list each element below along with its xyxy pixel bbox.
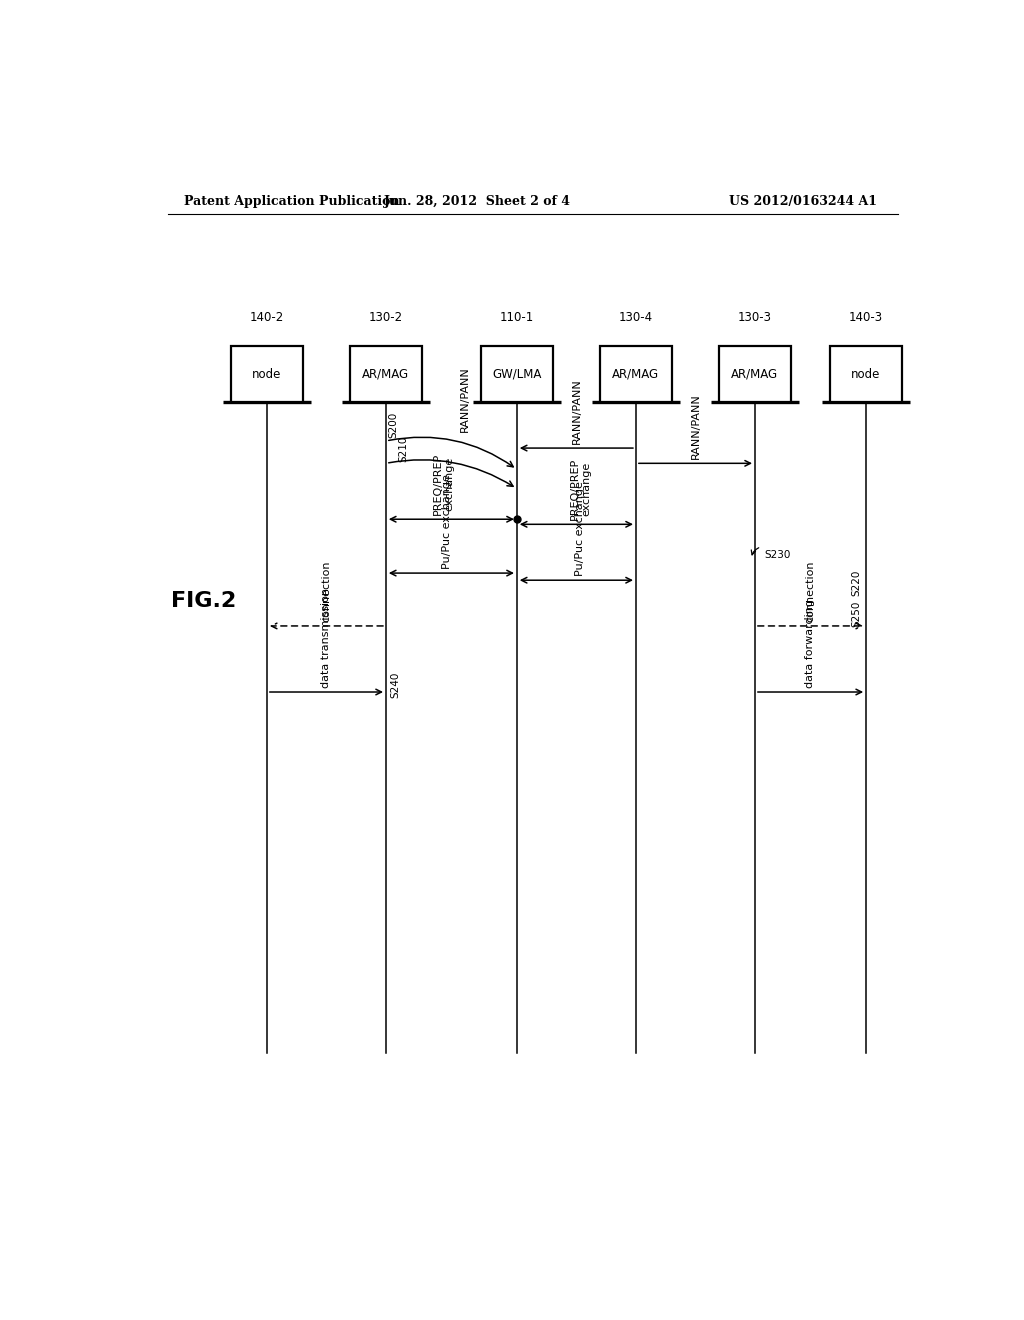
Text: 140-3: 140-3 [849,312,883,325]
Text: Pu/Puc exchange: Pu/Puc exchange [442,474,453,569]
Text: node: node [252,368,282,381]
Text: S200: S200 [389,412,399,438]
Text: S250: S250 [852,601,861,627]
Bar [231,346,303,403]
Text: RANN/PANN: RANN/PANN [690,393,700,459]
Text: 130-4: 130-4 [618,312,653,325]
Bar [830,346,902,403]
Text: PREQ/PREP
exchange: PREQ/PREP exchange [569,458,591,520]
Text: GW/LMA: GW/LMA [493,368,542,381]
Text: data transmission: data transmission [322,587,332,688]
Text: AR/MAG: AR/MAG [362,368,410,381]
Bar [600,346,672,403]
Text: node: node [851,368,881,381]
Text: 130-3: 130-3 [738,312,772,325]
Text: RANN/PANN: RANN/PANN [460,366,469,432]
Text: AR/MAG: AR/MAG [612,368,659,381]
Text: connection: connection [322,561,332,622]
Text: 110-1: 110-1 [500,312,534,325]
Text: FIG.2: FIG.2 [171,590,236,611]
Bar [719,346,791,403]
Text: US 2012/0163244 A1: US 2012/0163244 A1 [728,194,877,207]
Bar [481,346,553,403]
Text: S220: S220 [852,570,861,597]
Text: PREQ/PREP
exchange: PREQ/PREP exchange [433,453,455,515]
Text: S230: S230 [765,550,791,560]
Text: data forwarding: data forwarding [806,599,815,688]
Text: 140-2: 140-2 [250,312,284,325]
Text: Patent Application Publication: Patent Application Publication [183,194,399,207]
Text: Jun. 28, 2012  Sheet 2 of 4: Jun. 28, 2012 Sheet 2 of 4 [384,194,570,207]
Bar [350,346,422,403]
Text: RANN/PANN: RANN/PANN [571,379,582,444]
Text: 130-2: 130-2 [369,312,403,325]
Text: AR/MAG: AR/MAG [731,368,778,381]
Text: Pu/Puc exchange: Pu/Puc exchange [575,482,586,576]
Text: S210: S210 [398,436,409,462]
Text: connection: connection [806,561,815,622]
Text: S240: S240 [390,672,400,698]
